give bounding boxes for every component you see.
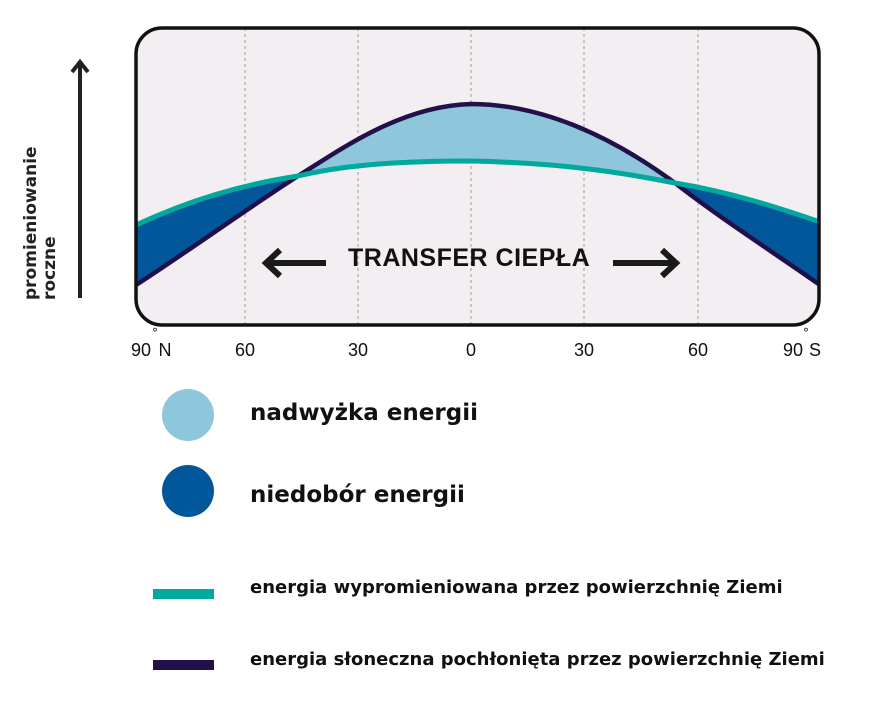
tick-60n: 60 (234, 340, 256, 360)
tick-30n: 30 (347, 340, 369, 360)
legend-deficit-swatch (162, 465, 214, 517)
heat-transfer-label: TRANSFER CIEPŁA (348, 244, 591, 272)
legend-emitted-swatch (153, 589, 214, 599)
grid-lines (244, 28, 699, 325)
legend-emitted-label: energia wypromieniowana przez powierzchn… (250, 577, 783, 598)
tick-90s-degree: ° (803, 326, 809, 340)
arrow-right-icon (613, 247, 681, 279)
y-axis-label-line2: roczne (40, 236, 60, 300)
tick-90n-degree: ° (152, 326, 158, 340)
absorbed-energy-curve (136, 101, 819, 287)
y-axis-label: promieniowanie roczne (21, 146, 60, 300)
chart-background (136, 28, 819, 325)
legend-surplus-swatch (162, 389, 214, 441)
tick-30s: 30 (573, 340, 595, 360)
chart-frame (134, 26, 821, 327)
legend-absorbed-label: energia słoneczna pochłonięta przez powi… (250, 649, 825, 670)
y-axis-arrow-icon (70, 58, 90, 298)
arrow-left-icon (261, 247, 326, 279)
tick-60s: 60 (687, 340, 709, 360)
legend-surplus-label: nadwyżka energii (250, 400, 478, 426)
tick-90n-hemisphere: N (158, 340, 172, 360)
tick-90s-value: 90 (782, 340, 804, 360)
tick-90n-value: 90 (130, 340, 152, 360)
tick-0: 0 (465, 340, 477, 360)
legend-absorbed-swatch (153, 660, 214, 670)
emitted-energy-curve (136, 158, 819, 228)
legend-deficit-label: niedobór energii (250, 482, 465, 508)
tick-90s-hemisphere: S (808, 340, 822, 360)
y-axis-label-line1: promieniowanie (21, 146, 41, 300)
